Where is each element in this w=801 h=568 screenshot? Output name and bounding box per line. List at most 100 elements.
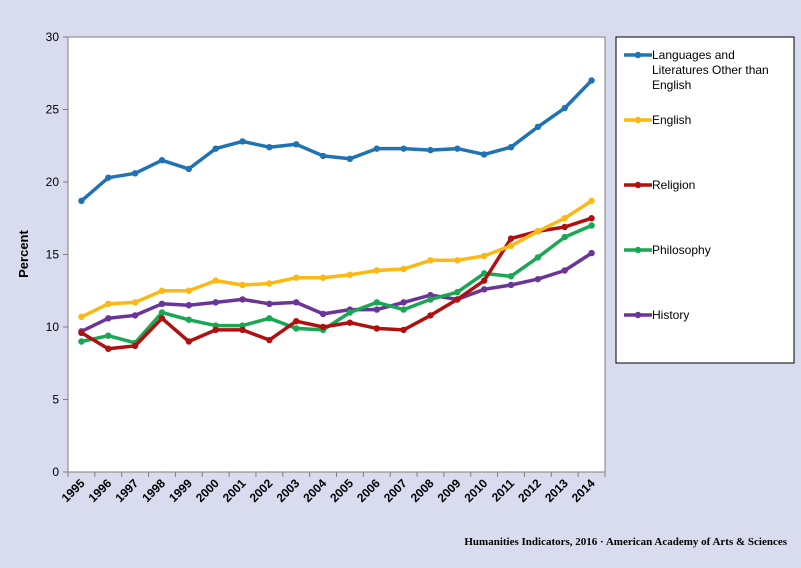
data-point bbox=[427, 146, 434, 154]
data-point bbox=[105, 345, 112, 352]
data-point bbox=[158, 300, 166, 307]
data-point bbox=[534, 228, 542, 235]
data-point bbox=[454, 296, 461, 303]
legend-swatch-marker bbox=[634, 51, 642, 59]
series-line bbox=[79, 223, 594, 345]
series-line bbox=[79, 251, 594, 334]
data-point bbox=[346, 319, 354, 326]
legend-box bbox=[615, 36, 795, 364]
y-tick-label: 5 bbox=[52, 393, 59, 407]
data-point bbox=[185, 316, 193, 323]
data-point bbox=[78, 329, 85, 336]
data-point bbox=[373, 267, 380, 274]
data-point bbox=[185, 287, 193, 294]
data-point bbox=[319, 323, 327, 331]
data-point bbox=[212, 299, 219, 306]
data-point bbox=[400, 299, 407, 306]
legend-label-line: English bbox=[652, 113, 691, 127]
data-point bbox=[266, 300, 273, 307]
y-tick-label: 30 bbox=[46, 30, 60, 44]
data-point bbox=[131, 299, 139, 306]
data-point bbox=[507, 242, 515, 249]
legend-label-line: Religion bbox=[652, 178, 695, 192]
data-point bbox=[346, 271, 354, 278]
data-point bbox=[293, 325, 300, 332]
data-point bbox=[561, 223, 568, 231]
data-point bbox=[588, 215, 595, 222]
data-point bbox=[293, 274, 300, 281]
data-point bbox=[239, 296, 246, 303]
data-point bbox=[212, 145, 219, 152]
legend-swatch-marker bbox=[634, 116, 642, 124]
data-point bbox=[400, 265, 407, 273]
data-point bbox=[534, 275, 542, 283]
data-point bbox=[400, 145, 407, 152]
source-credit: Humanities Indicators, 2016 · American A… bbox=[464, 536, 787, 548]
y-tick-label: 10 bbox=[46, 320, 60, 334]
legend-label-line: History bbox=[652, 308, 689, 322]
y-axis-label: Percent bbox=[16, 229, 31, 277]
series-line bbox=[79, 199, 594, 319]
data-point bbox=[293, 299, 300, 306]
data-point bbox=[158, 309, 166, 316]
data-point bbox=[158, 157, 166, 164]
data-point bbox=[454, 289, 461, 296]
data-point bbox=[266, 336, 273, 344]
data-point bbox=[158, 315, 166, 322]
data-point bbox=[78, 197, 85, 205]
data-point bbox=[78, 313, 85, 321]
plot-area bbox=[67, 36, 606, 473]
data-point bbox=[561, 267, 568, 274]
data-point bbox=[427, 296, 434, 303]
y-tick-label: 20 bbox=[46, 175, 60, 189]
data-point bbox=[454, 257, 461, 264]
data-point bbox=[507, 235, 515, 242]
data-point bbox=[346, 155, 354, 162]
data-point bbox=[561, 104, 568, 112]
data-point bbox=[454, 145, 461, 152]
data-point bbox=[427, 257, 434, 264]
data-point bbox=[480, 286, 488, 293]
legend-label: Languages and Literatures Other than Engli… bbox=[652, 48, 769, 92]
data-point bbox=[319, 310, 327, 318]
data-point bbox=[561, 233, 568, 241]
data-point bbox=[534, 254, 542, 261]
data-point bbox=[158, 287, 166, 294]
legend-label: Philosophy bbox=[652, 243, 711, 257]
legend-label: Religion bbox=[652, 178, 695, 192]
data-point bbox=[373, 306, 380, 313]
legend-label-line: Philosophy bbox=[652, 243, 711, 257]
y-tick-label: 0 bbox=[52, 465, 59, 479]
data-point bbox=[105, 315, 112, 322]
data-point bbox=[480, 151, 488, 158]
series-line bbox=[79, 78, 594, 203]
data-point bbox=[105, 174, 112, 181]
data-point bbox=[427, 312, 434, 319]
data-point bbox=[507, 273, 515, 280]
legend-label: History bbox=[652, 308, 689, 322]
y-tick-label: 25 bbox=[46, 103, 60, 117]
legend-label-line: Languages and bbox=[652, 48, 735, 62]
data-point bbox=[185, 338, 193, 345]
legend: Languages and Literatures Other than Engli… bbox=[624, 48, 769, 322]
legend-swatch-marker bbox=[634, 311, 642, 319]
data-point bbox=[346, 309, 354, 316]
legend-label: English bbox=[652, 113, 691, 127]
data-point bbox=[266, 280, 273, 287]
data-point bbox=[131, 312, 139, 319]
data-point bbox=[319, 274, 327, 281]
data-point bbox=[266, 315, 273, 322]
data-point bbox=[266, 144, 273, 151]
data-point bbox=[373, 299, 380, 306]
data-point bbox=[373, 325, 380, 332]
data-point bbox=[105, 300, 112, 307]
data-point bbox=[239, 138, 246, 145]
legend-label-line: Literatures Other than bbox=[652, 63, 769, 77]
data-point bbox=[131, 342, 139, 350]
data-point bbox=[239, 281, 246, 289]
y-tick-label: 15 bbox=[46, 248, 60, 262]
data-point bbox=[588, 197, 595, 205]
data-point bbox=[293, 141, 300, 148]
data-point bbox=[507, 144, 515, 151]
data-point bbox=[131, 170, 139, 177]
